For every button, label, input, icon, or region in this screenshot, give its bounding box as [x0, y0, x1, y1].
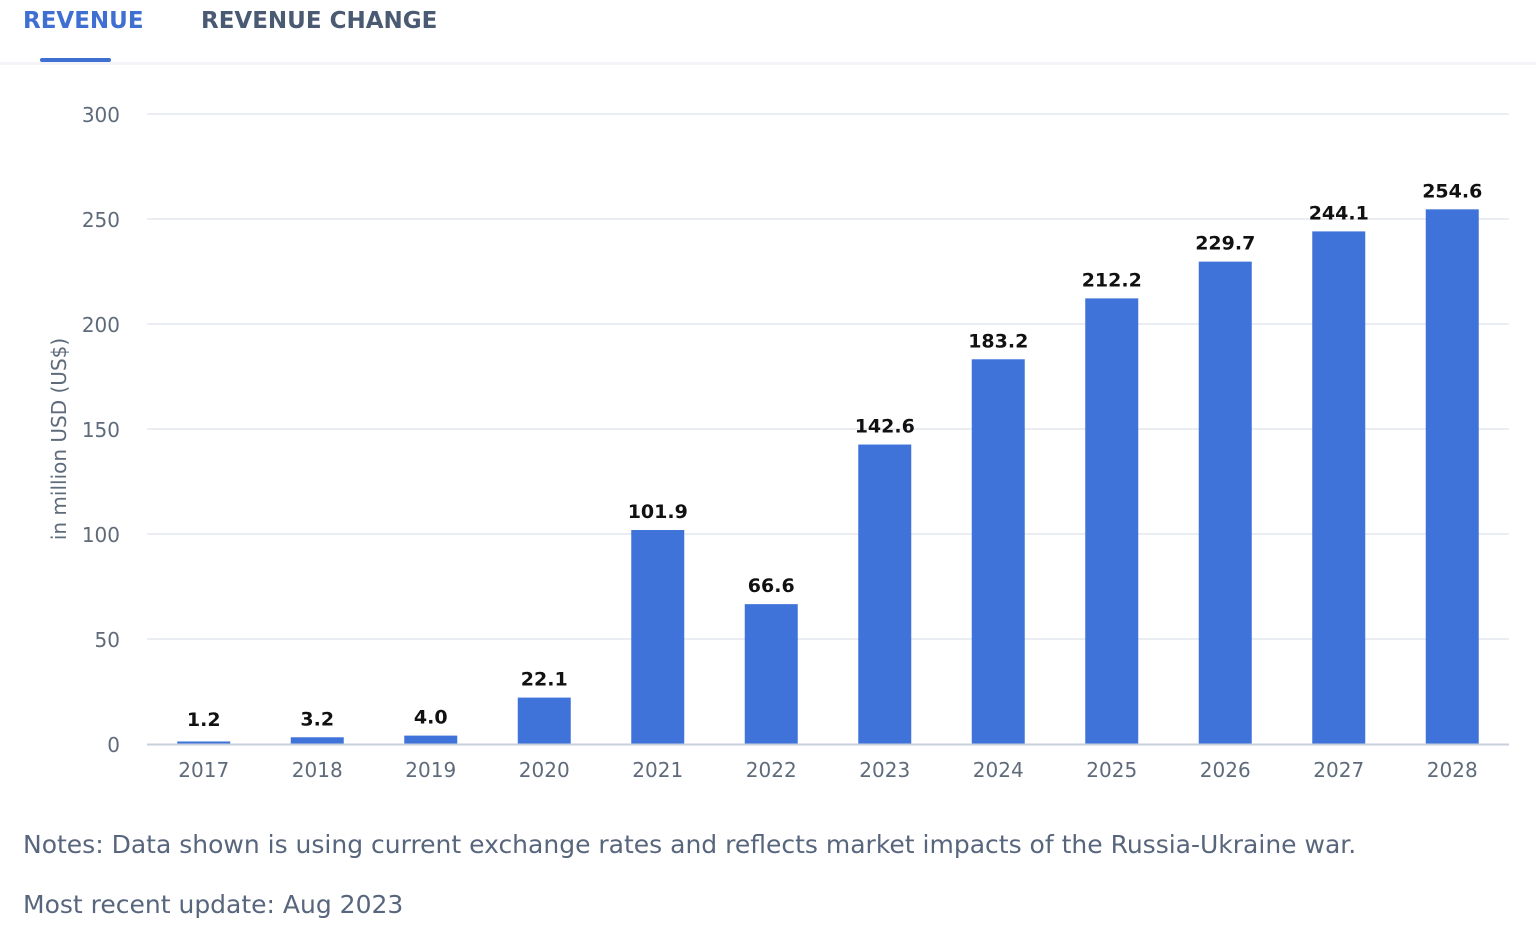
y-tick-label: 0: [107, 733, 120, 757]
y-tick-label: 50: [95, 628, 120, 652]
y-axis-label: in million USD (US$): [47, 338, 71, 540]
bar-2025[interactable]: [1085, 298, 1139, 744]
bar-value-label: 254.6: [1422, 180, 1482, 202]
bar-2024[interactable]: [971, 359, 1025, 744]
x-axis-ticks: 2017 2018 2019 2020 2021 2022 2023 2024 2025 2026…: [178, 758, 1477, 782]
bar-2017[interactable]: [177, 741, 231, 744]
y-axis-ticks: 0 50 100 150 200 250 300: [82, 103, 120, 757]
bar-value-labels: 1.2 3.2 4.0 22.1 101.9 66.6 142.6 183.2 212.2 229…: [187, 180, 1482, 731]
bar-value-label: 1.2: [187, 709, 221, 731]
x-tick-label: 2023: [859, 758, 910, 782]
x-tick-label: 2018: [292, 758, 343, 782]
x-tick-label: 2024: [973, 758, 1024, 782]
tab-revenue[interactable]: REVENUE: [23, 8, 144, 34]
y-tick-label: 200: [82, 313, 120, 337]
bar-value-label: 212.2: [1082, 269, 1142, 291]
bar-2020[interactable]: [517, 697, 571, 744]
bar-2022[interactable]: [744, 604, 798, 744]
bar-value-label: 142.6: [855, 416, 915, 438]
x-tick-label: 2028: [1427, 758, 1478, 782]
x-tick-label: 2019: [405, 758, 456, 782]
bar-value-label: 101.9: [628, 501, 688, 523]
y-tick-label: 100: [82, 523, 120, 547]
update-text: Most recent update: Aug 2023: [23, 890, 404, 919]
grid-lines: [147, 113, 1509, 640]
x-tick-label: 2017: [178, 758, 229, 782]
x-tick-label: 2021: [632, 758, 683, 782]
bars: [177, 209, 1479, 745]
y-tick-label: 250: [82, 208, 120, 232]
bar-value-label: 66.6: [748, 575, 795, 597]
x-tick-label: 2020: [519, 758, 570, 782]
notes-text: Notes: Data shown is using current excha…: [23, 830, 1357, 859]
bar-value-label: 4.0: [414, 707, 448, 729]
bar-2023[interactable]: [858, 444, 912, 744]
active-tab-indicator: [40, 58, 111, 62]
x-tick-label: 2027: [1313, 758, 1364, 782]
bar-2021[interactable]: [631, 530, 685, 744]
bar-2027[interactable]: [1312, 231, 1366, 744]
bar-2018[interactable]: [290, 737, 344, 744]
bar-2028[interactable]: [1425, 209, 1479, 745]
bar-2026[interactable]: [1198, 261, 1252, 744]
bar-2019[interactable]: [404, 735, 458, 744]
x-tick-label: 2022: [746, 758, 797, 782]
x-tick-label: 2025: [1086, 758, 1137, 782]
bar-value-label: 244.1: [1309, 202, 1369, 224]
y-tick-label: 300: [82, 103, 120, 127]
tab-bar: REVENUE REVENUE CHANGE: [0, 0, 1536, 65]
x-tick-label: 2026: [1200, 758, 1251, 782]
bar-value-label: 183.2: [968, 330, 1028, 352]
bar-value-label: 22.1: [521, 669, 568, 691]
tab-revenue-change[interactable]: REVENUE CHANGE: [201, 8, 438, 34]
bar-value-label: 229.7: [1195, 233, 1255, 255]
bar-value-label: 3.2: [300, 708, 334, 730]
y-tick-label: 150: [82, 418, 120, 442]
